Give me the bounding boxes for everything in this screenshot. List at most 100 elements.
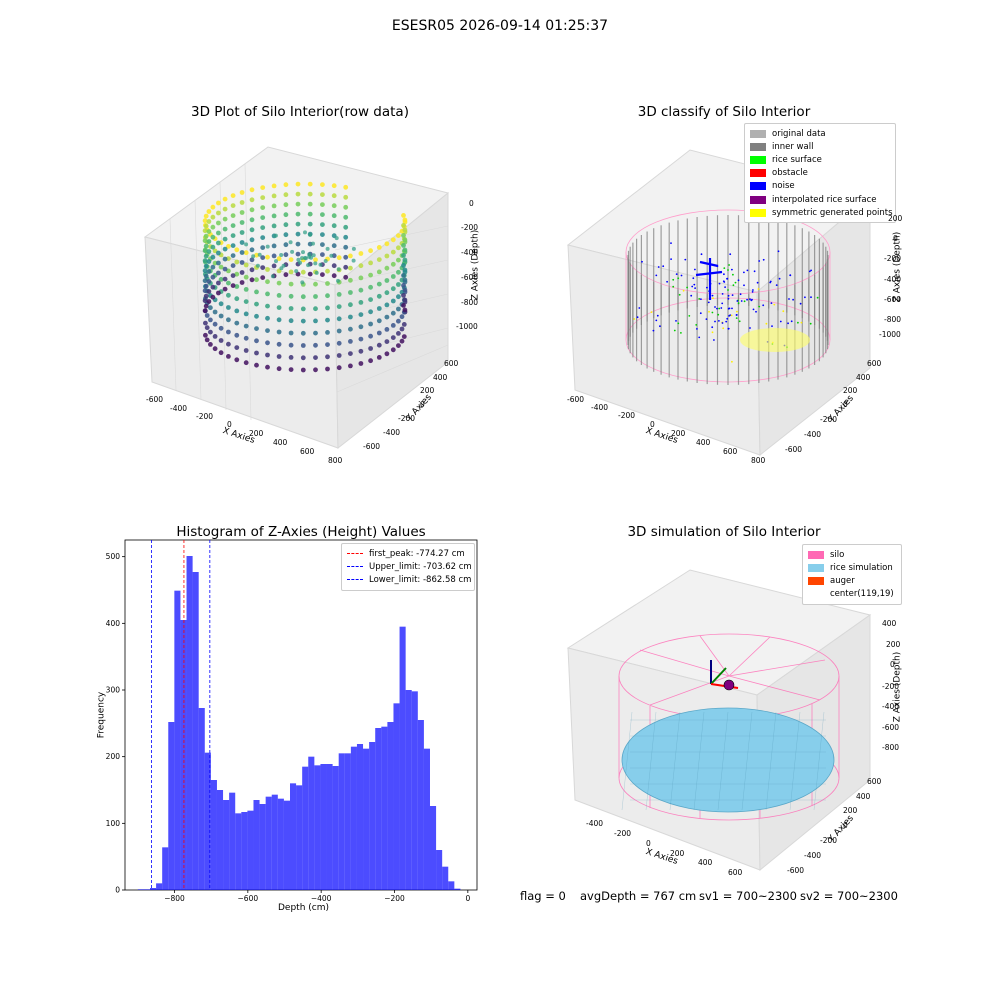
histogram-bar [387,722,394,890]
raw-x-tick: -200 [196,412,214,421]
classified-point [771,325,773,327]
classified-point [778,277,781,280]
legend-label: inner wall [772,141,814,152]
raw-x-tick: -400 [170,404,188,413]
raw-point [306,263,311,268]
auger-glyph [710,660,739,691]
classified-point [712,297,714,299]
classified-point [662,265,665,268]
rice-mesh-line [789,711,801,811]
legend-swatch [808,550,824,559]
raw-point [202,248,208,254]
raw-point [203,233,209,239]
raw-point [396,257,401,263]
raw-point [343,204,349,210]
simulation-legend: silo rice simulation auger center(119,19) [802,544,902,605]
raw-point [320,272,325,277]
raw-point [300,318,306,324]
classified-point [757,288,760,290]
legend-swatch [750,155,766,164]
raw-point [348,339,353,344]
raw-point [325,366,330,372]
raw-point [212,309,218,315]
histogram-bar [229,792,236,890]
raw-point [384,351,390,357]
classified-point [720,307,723,309]
raw-point [300,355,306,361]
histogram-bar [381,726,388,890]
raw-x-tick: -600 [146,395,164,404]
classified-point [694,287,696,289]
rice-mesh-line [669,711,681,811]
histogram-bar [259,804,266,890]
raw-point [320,222,325,228]
raw-point [204,337,210,343]
raw-point [202,278,208,284]
classified-point [688,315,691,317]
legend-label: original data [772,128,826,139]
raw-point [348,351,353,356]
raw-point [300,330,306,336]
raw-point [358,336,364,342]
raw-point [210,274,216,280]
raw-point [244,242,249,247]
raw-point [300,256,304,261]
raw-point [202,298,208,304]
raw-point [222,236,228,242]
raw-point [358,275,364,281]
classify-legend: original data inner wall rice surface obsta… [744,123,896,224]
raw-point [320,242,325,248]
raw-point [203,273,209,279]
raw-point [313,306,318,312]
raw-point [212,346,218,352]
raw-point [271,243,277,249]
raw-point [239,270,245,275]
raw-point [239,280,245,285]
raw-x-tick: 600 [300,447,315,456]
raw-point [222,276,228,282]
classified-point [659,325,661,328]
raw-point [249,257,255,263]
raw-point [276,354,282,359]
raw-x-tick: 800 [328,456,343,465]
raw-point [271,203,277,209]
classified-point [752,308,755,311]
legend-swatch [750,129,766,138]
raw-point [401,263,406,268]
raw-point [336,278,340,283]
raw-point [208,305,213,311]
raw-point [276,293,282,298]
figure-title: ESESR05 2026-09-14 01:25:37 [391,18,609,34]
raw-point [336,267,341,272]
raw-point [325,246,330,251]
raw-point [203,223,209,229]
raw-point [218,313,224,319]
simulation-y-tick: -600 [787,866,805,875]
raw-point [203,243,209,249]
raw-point [210,234,216,240]
classified-point [809,322,812,325]
raw-point [399,338,405,344]
histogram-bar [235,813,242,890]
raw-point [311,241,315,246]
raw-point [203,293,209,299]
raw-point [358,287,364,293]
raw-point [260,265,266,270]
classified-point [732,284,735,287]
raw-point [212,334,218,339]
classified-point [731,307,733,310]
raw-point [226,329,231,335]
simulation-z-label: Z Axies (Depth) [892,651,903,723]
raw-point [206,249,212,254]
raw-point [254,301,259,307]
classified-point [711,326,714,329]
classified-point [675,320,677,322]
raw-point [288,269,294,275]
raw-point [296,257,301,262]
raw-point [343,214,349,220]
legend-entry: noise [750,180,890,193]
classified-point [693,283,696,286]
raw-point [295,211,301,217]
raw-point [288,281,294,287]
raw-point [336,340,342,346]
